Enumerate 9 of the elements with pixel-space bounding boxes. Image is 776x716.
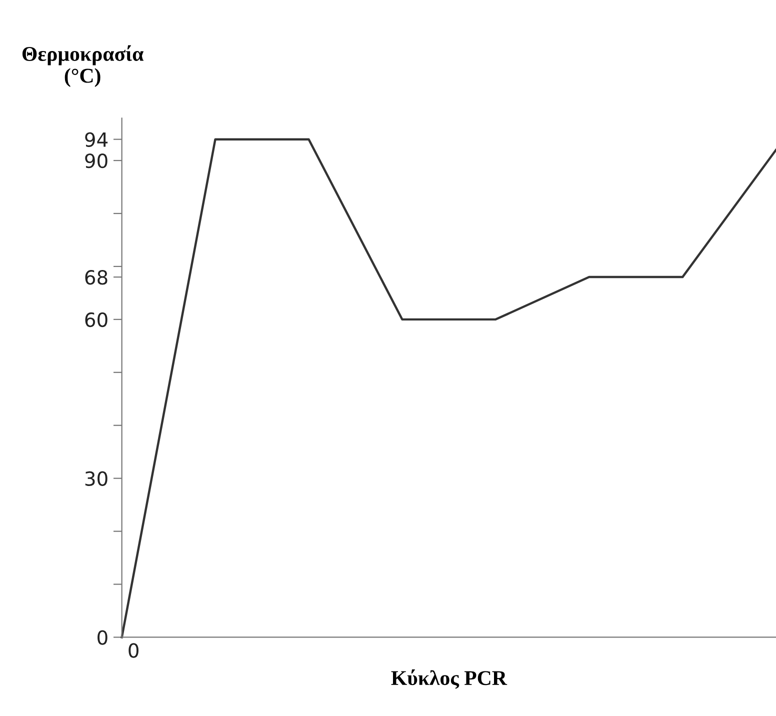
y-axis-title: Θερμοκρασία (°C) [22, 45, 144, 87]
y-tick-label: 68 [85, 270, 108, 285]
y-tick-label: 30 [85, 471, 108, 486]
y-tick-label: 60 [85, 312, 108, 328]
y-tick-label: 94 [85, 132, 108, 147]
y-tick-label: 90 [85, 153, 108, 168]
y-tick-label: 0 [98, 630, 108, 645]
text: 0 [128, 643, 138, 658]
x-axis-title: Κύκλος PCR [391, 669, 508, 689]
